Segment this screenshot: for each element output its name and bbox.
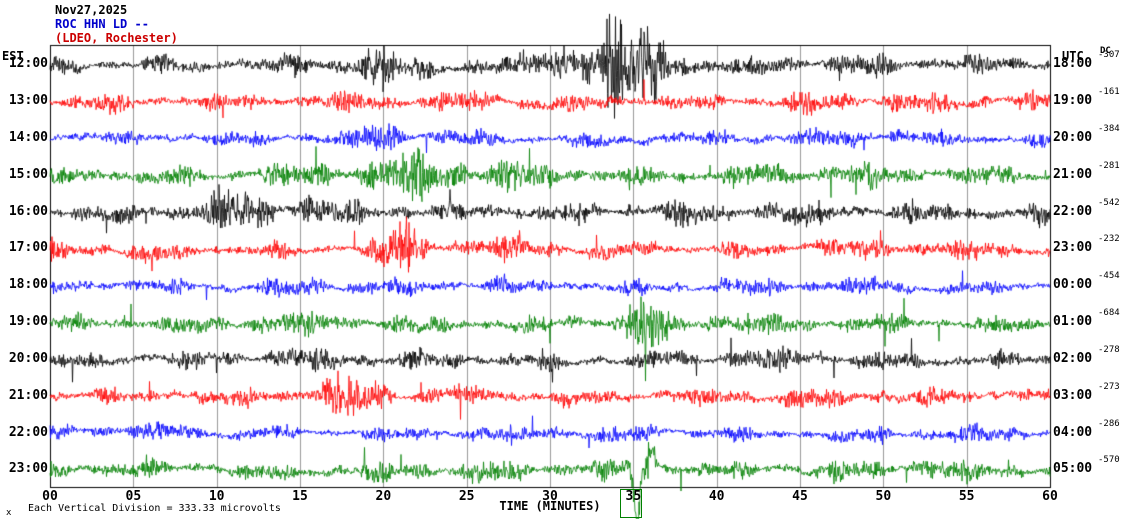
x-tick-label: 50 [875,489,892,504]
est-time-label: 12:00 [8,56,48,72]
dc-value-label: -161 [1098,87,1120,98]
utc-time-label: 21:00 [1053,166,1093,182]
x-axis-title: TIME (MINUTES) [499,499,601,513]
utc-time-label: 19:00 [1053,93,1093,109]
dc-value-label: -286 [1098,418,1120,429]
x-tick-label: 10 [208,489,225,504]
x-tick-label: 30 [542,489,558,504]
header-station-location: (LDEO, Rochester) [55,31,178,45]
x-tick-label: 45 [792,489,808,504]
dc-axis-label: DC [1100,46,1111,56]
est-time-label: 18:00 [8,277,48,293]
utc-time-label: 04:00 [1053,424,1093,440]
dc-value-label: -232 [1098,234,1120,245]
dc-value-label: -278 [1098,344,1120,355]
utc-time-label: 18:00 [1053,56,1093,72]
utc-time-label: 23:00 [1053,240,1093,256]
x-tick-label: 60 [1042,489,1058,504]
x-tick-label: 25 [458,489,475,504]
dc-value-label: -273 [1098,381,1120,392]
est-time-label: 15:00 [8,166,48,182]
dc-value-label: -454 [1098,271,1120,282]
dc-value-label: -542 [1098,197,1120,208]
utc-axis-label: UTC [1062,49,1084,63]
utc-time-label: 05:00 [1053,461,1093,477]
est-time-label: 13:00 [8,93,48,109]
est-time-label: 23:00 [8,461,48,477]
x-tick-label: 20 [375,489,392,504]
event-highlight-box [620,489,642,518]
est-time-label: 20:00 [8,350,48,366]
x-tick-label: 55 [958,489,975,504]
x-tick-label: 15 [292,489,308,504]
est-time-label: 21:00 [8,387,48,403]
est-time-label: 16:00 [8,203,48,219]
dc-value-label: -684 [1098,308,1120,319]
x-tick-label: 35 [625,489,642,504]
est-time-label: 22:00 [8,424,48,440]
est-axis-label: EST [2,49,24,63]
utc-time-label: 03:00 [1053,387,1093,403]
utc-time-label: 22:00 [1053,203,1093,219]
dc-value-label: -384 [1098,123,1120,134]
utc-time-label: 00:00 [1053,277,1093,293]
vertical-scale-note: Each Vertical Division = 333.33 microvol… [28,503,281,514]
dc-value-label: -281 [1098,160,1120,171]
utc-time-label: 02:00 [1053,350,1093,366]
est-time-label: 17:00 [8,240,48,256]
header-date: Nov27,2025 [55,3,128,17]
utc-time-label: 20:00 [1053,129,1093,145]
utc-time-label: 01:00 [1053,314,1093,330]
x-tick-label: 05 [125,489,142,504]
est-time-label: 19:00 [8,314,48,330]
dc-value-label: -570 [1098,455,1120,466]
corner-artifact: x [6,508,12,518]
est-time-label: 14:00 [8,129,48,145]
x-tick-label: 40 [708,489,725,504]
x-tick-label: 00 [42,489,58,504]
header-station-code: ROC HHN LD -- [55,17,149,31]
dc-value-label: -307 [1098,50,1120,61]
